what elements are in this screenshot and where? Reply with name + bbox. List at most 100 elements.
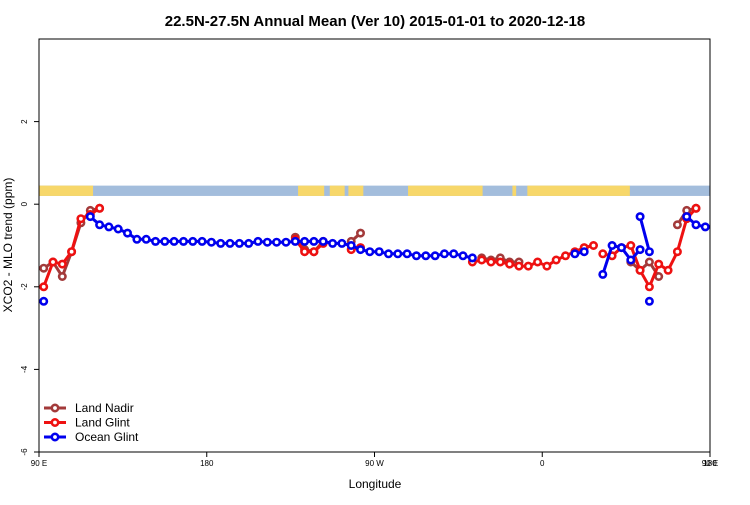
land-band [39, 185, 710, 196]
data-point [39, 282, 49, 292]
land-segment-2 [329, 185, 345, 196]
data-point [644, 282, 654, 292]
data-point [290, 236, 300, 246]
data-point [95, 203, 105, 213]
data-point [355, 245, 365, 255]
data-point [439, 249, 449, 259]
data-point [113, 224, 123, 234]
land-segment-5 [512, 185, 517, 196]
chart-title: 22.5N-27.5N Annual Mean (Ver 10) 2015-01… [165, 13, 585, 30]
data-point [85, 212, 95, 222]
data-point [635, 212, 645, 222]
data-point [281, 237, 291, 247]
x-tick-label: 90 E [31, 459, 47, 468]
data-point [411, 251, 421, 261]
x-tick-label: 90 E [702, 459, 718, 468]
data-point [495, 257, 505, 267]
data-point [169, 236, 179, 246]
series-line [294, 238, 325, 254]
y-tick-label: -6 [20, 448, 29, 456]
legend-label: Land Nadir [75, 401, 134, 415]
data-point [616, 243, 626, 253]
data-point [355, 228, 365, 238]
data-point [253, 236, 263, 246]
data-point [160, 236, 170, 246]
data-point [383, 249, 393, 259]
data-point [337, 238, 347, 248]
data-point [663, 265, 673, 275]
ocean-band [39, 185, 710, 196]
data-point [67, 247, 77, 257]
data-point [672, 247, 682, 257]
data-point [76, 214, 86, 224]
series-line [629, 259, 660, 278]
data-point [272, 237, 282, 247]
data-point [402, 249, 412, 259]
data-point [48, 257, 58, 267]
data-point [505, 259, 515, 269]
data-point [523, 261, 533, 271]
data-point [560, 251, 570, 261]
data-point [179, 236, 189, 246]
land-segment-0 [39, 185, 94, 196]
x-tick-label: 180 [703, 459, 717, 468]
data-point [533, 257, 543, 267]
legend-marker [50, 417, 60, 427]
legend-label: Land Glint [75, 416, 130, 430]
legend-label: Ocean Glint [75, 430, 139, 444]
data-point [626, 255, 636, 265]
data-point [635, 245, 645, 255]
data-point [57, 259, 67, 269]
data-point [300, 236, 310, 246]
data-point [635, 265, 645, 275]
x-axis-label: Longitude [349, 477, 402, 491]
y-tick-label: 2 [20, 119, 29, 124]
x-tick-label: 180 [200, 459, 214, 468]
data-point [225, 238, 235, 248]
data-point [644, 257, 654, 267]
data-point [449, 249, 459, 259]
data-point [551, 255, 561, 265]
data-point [346, 241, 356, 251]
data-point [570, 249, 580, 259]
data-point [644, 296, 654, 306]
data-point [514, 261, 524, 271]
data-point [365, 247, 375, 257]
data-point [328, 238, 338, 248]
data-point [123, 228, 133, 238]
data-point [262, 237, 272, 247]
data-point [672, 220, 682, 230]
data-point [691, 203, 701, 213]
data-point [700, 222, 710, 232]
data-point [141, 234, 151, 244]
land-segment-4 [408, 185, 483, 196]
data-point [607, 241, 617, 251]
data-point [216, 238, 226, 248]
data-point [588, 241, 598, 251]
land-segment-3 [348, 185, 364, 196]
data-point [598, 269, 608, 279]
data-point [39, 263, 49, 273]
series-line [638, 216, 651, 253]
legend-marker [50, 403, 60, 413]
data-point [682, 212, 692, 222]
data-point [374, 247, 384, 257]
data-point [300, 247, 310, 257]
data-point [318, 236, 328, 246]
data-point [542, 261, 552, 271]
data-point [197, 236, 207, 246]
series-ocean-glint [39, 212, 710, 306]
data-point [598, 249, 608, 259]
data-point [132, 234, 142, 244]
data-point [393, 249, 403, 259]
data-point [151, 236, 161, 246]
y-tick-label: -4 [20, 365, 29, 373]
data-point [244, 238, 254, 248]
data-point [309, 236, 319, 246]
data-point [579, 247, 589, 257]
data-point [644, 247, 654, 257]
